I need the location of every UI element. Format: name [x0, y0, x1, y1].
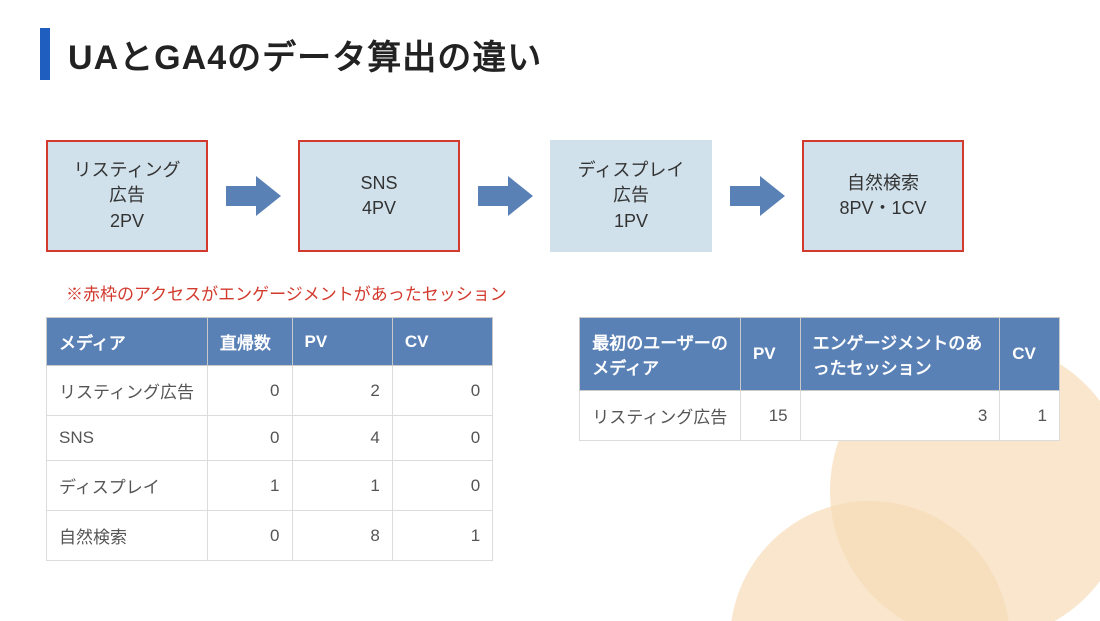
flow-box-3: 自然検索8PV・1CV: [802, 140, 964, 252]
flow-arrow: [712, 176, 802, 216]
slide: UAとGA4のデータ算出の違い リスティング広告2PVSNS4PVディスプレイ広…: [0, 0, 1100, 621]
title-wrap: UAとGA4のデータ算出の違い: [40, 28, 1060, 80]
ua-table: メディア直帰数PVCVリスティング広告020SNS040ディスプレイ110自然検…: [46, 317, 493, 561]
ga4-table-header-cell: PV: [740, 318, 800, 391]
flow-box-line: リスティング: [74, 158, 181, 183]
table-row: SNS040: [47, 416, 493, 461]
flow-box-line: 広告: [109, 183, 145, 208]
flow-box-line: ディスプレイ: [578, 158, 685, 183]
flow-box-line: 4PV: [362, 196, 396, 221]
flow-diagram: リスティング広告2PVSNS4PVディスプレイ広告1PV自然検索8PV・1CV: [40, 140, 1060, 252]
arrow-right-icon: [478, 176, 533, 216]
ua-table-cell: 0: [207, 416, 292, 461]
ga4-table-cell: 1: [1000, 391, 1060, 441]
ua-table-cell: ディスプレイ: [47, 461, 208, 511]
table-row: 自然検索081: [47, 511, 493, 561]
ga4-table-header-cell: エンゲージメントのあったセッション: [800, 318, 1000, 391]
flow-box-2: ディスプレイ広告1PV: [550, 140, 712, 252]
ga4-table-cell: リスティング広告: [580, 391, 741, 441]
tables-row: メディア直帰数PVCVリスティング広告020SNS040ディスプレイ110自然検…: [40, 317, 1060, 561]
page-title: UAとGA4のデータ算出の違い: [68, 30, 542, 79]
ua-table-cell: 4: [292, 416, 392, 461]
ua-table-cell: 1: [292, 461, 392, 511]
ua-table-cell: SNS: [47, 416, 208, 461]
ua-table-cell: 0: [207, 366, 292, 416]
flow-box-0: リスティング広告2PV: [46, 140, 208, 252]
ua-table-cell: 1: [392, 511, 492, 561]
ga4-table-header-cell: 最初のユーザーのメディア: [580, 318, 741, 391]
arrow-right-icon: [730, 176, 785, 216]
ua-table-cell: 0: [207, 511, 292, 561]
ga4-table-cell: 15: [740, 391, 800, 441]
flow-box-line: 1PV: [614, 209, 648, 234]
ua-table-cell: 自然検索: [47, 511, 208, 561]
table-row: ディスプレイ110: [47, 461, 493, 511]
ua-table-cell: 1: [207, 461, 292, 511]
ga4-table-header-cell: CV: [1000, 318, 1060, 391]
ua-table-header-row: メディア直帰数PVCV: [47, 318, 493, 366]
table-row: リスティング広告020: [47, 366, 493, 416]
ua-table-cell: 0: [392, 461, 492, 511]
ua-table-cell: 8: [292, 511, 392, 561]
ua-table-header-cell: PV: [292, 318, 392, 366]
ua-table-cell: 2: [292, 366, 392, 416]
title-accent-bar: [40, 28, 50, 80]
table-row: リスティング広告1531: [580, 391, 1060, 441]
arrow-right-icon: [226, 176, 281, 216]
flow-arrow: [460, 176, 550, 216]
ua-table-header-cell: メディア: [47, 318, 208, 366]
flow-box-1: SNS4PV: [298, 140, 460, 252]
ua-table-cell: 0: [392, 416, 492, 461]
flow-box-line: SNS: [360, 171, 397, 196]
flow-box-line: 広告: [613, 183, 649, 208]
flow-box-line: 2PV: [110, 209, 144, 234]
ga4-table: 最初のユーザーのメディアPVエンゲージメントのあったセッションCVリスティング広…: [579, 317, 1060, 441]
ua-table-header-cell: CV: [392, 318, 492, 366]
ua-table-cell: 0: [392, 366, 492, 416]
ua-table-header-cell: 直帰数: [207, 318, 292, 366]
ga4-table-header-row: 最初のユーザーのメディアPVエンゲージメントのあったセッションCV: [580, 318, 1060, 391]
note-text: ※赤枠のアクセスがエンゲージメントがあったセッション: [66, 280, 1060, 305]
flow-box-line: 自然検索: [847, 171, 919, 196]
ga4-table-cell: 3: [800, 391, 1000, 441]
flow-box-line: 8PV・1CV: [839, 196, 926, 221]
flow-arrow: [208, 176, 298, 216]
ua-table-cell: リスティング広告: [47, 366, 208, 416]
